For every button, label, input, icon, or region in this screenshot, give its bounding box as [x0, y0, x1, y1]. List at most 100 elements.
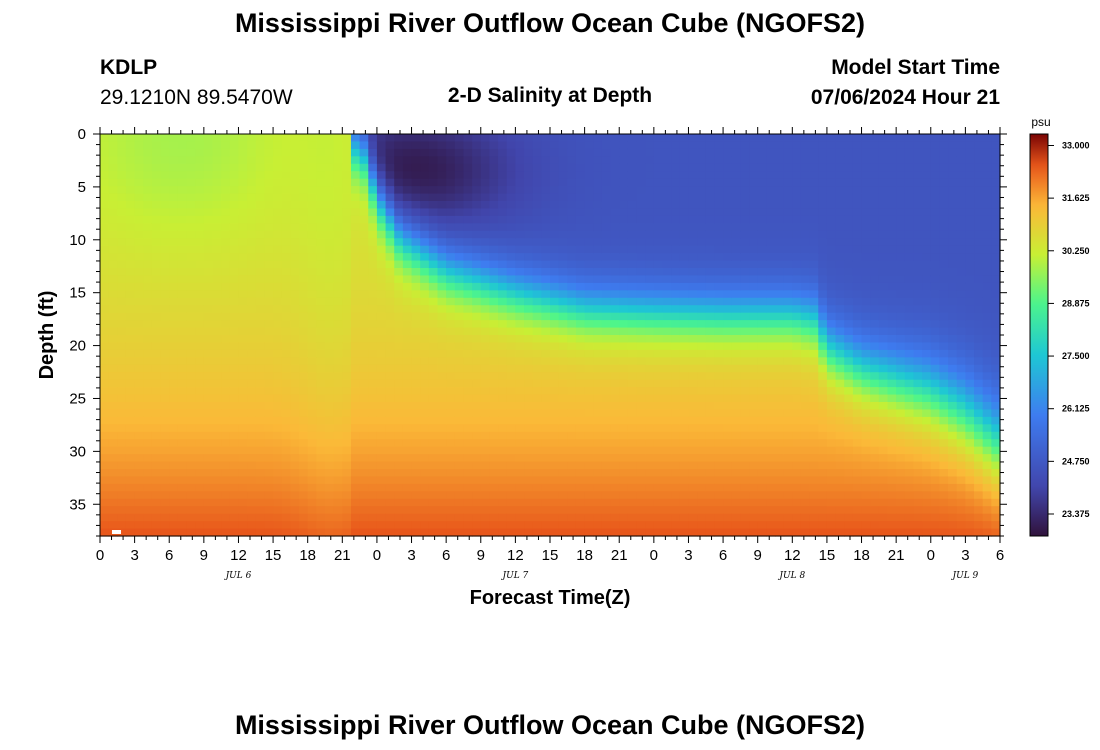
heatmap-cell — [229, 297, 240, 306]
heatmap-cell — [273, 215, 283, 224]
heatmap-cell — [125, 335, 136, 344]
heatmap-cell — [454, 268, 465, 277]
heatmap-cell — [671, 402, 681, 411]
heatmap-cell — [134, 305, 144, 314]
heatmap-cell — [394, 141, 404, 150]
heatmap-cell — [723, 163, 733, 172]
heatmap-cell — [818, 193, 828, 202]
heatmap-cell — [342, 156, 352, 165]
heatmap-cell — [800, 521, 811, 530]
heatmap-cell — [550, 297, 560, 306]
heatmap-cell — [342, 461, 352, 470]
heatmap-cell — [376, 230, 387, 239]
heatmap-cell — [385, 402, 395, 411]
heatmap-cell — [290, 409, 300, 418]
heatmap-cell — [100, 245, 110, 254]
heatmap-cell — [627, 312, 638, 321]
heatmap-cell — [740, 171, 750, 180]
heatmap-cell — [342, 506, 352, 515]
heatmap-cell — [229, 215, 240, 224]
heatmap-cell — [333, 156, 343, 165]
heatmap-cell — [463, 335, 473, 344]
heatmap-cell — [697, 238, 707, 247]
heatmap-cell — [584, 379, 594, 388]
heatmap-cell — [515, 297, 525, 306]
heatmap-cell — [402, 208, 413, 217]
heatmap-cell — [524, 305, 534, 314]
heatmap-cell — [489, 446, 499, 455]
heatmap-cell — [333, 238, 343, 247]
heatmap-cell — [281, 141, 291, 150]
heatmap-cell — [177, 342, 188, 351]
heatmap-cell — [238, 357, 248, 366]
heatmap-cell — [299, 201, 309, 210]
heatmap-cell — [584, 312, 594, 321]
heatmap-cell — [766, 424, 776, 433]
heatmap-cell — [454, 431, 465, 440]
heatmap-cell — [221, 327, 231, 336]
heatmap-cell — [385, 134, 395, 143]
heatmap-cell — [558, 305, 568, 314]
heatmap-cell — [420, 342, 430, 351]
heatmap-cell — [575, 409, 586, 418]
heatmap-cell — [636, 416, 646, 425]
heatmap-cell — [697, 439, 707, 448]
heatmap-cell — [653, 312, 664, 321]
heatmap-cell — [740, 491, 750, 500]
heatmap-cell — [844, 372, 854, 381]
heatmap-cell — [125, 402, 136, 411]
heatmap-cell — [662, 491, 672, 500]
heatmap-cell — [506, 506, 516, 515]
heatmap-cell — [524, 446, 534, 455]
heatmap-cell — [567, 134, 577, 143]
heatmap-cell — [835, 498, 845, 507]
heatmap-cell — [273, 141, 283, 150]
heatmap-cell — [775, 238, 785, 247]
heatmap-cell — [472, 215, 482, 224]
heatmap-cell — [498, 476, 508, 485]
heatmap-cell — [679, 469, 690, 478]
heatmap-cell — [411, 215, 421, 224]
heatmap-cell — [160, 446, 170, 455]
heatmap-cell — [125, 193, 136, 202]
heatmap-cell — [134, 230, 144, 239]
heatmap-cell — [238, 282, 248, 291]
heatmap-cell — [498, 461, 508, 470]
heatmap-cell — [705, 513, 716, 522]
heatmap-cell — [506, 253, 516, 262]
heatmap-cell — [800, 201, 811, 210]
heatmap-cell — [307, 141, 317, 150]
heatmap-cell — [385, 223, 395, 232]
heatmap-cell — [359, 268, 369, 277]
heatmap-cell — [247, 208, 257, 217]
heatmap-cell — [800, 342, 811, 351]
heatmap-cell — [766, 134, 776, 143]
heatmap-cell — [541, 238, 551, 247]
heatmap-cell — [203, 416, 214, 425]
heatmap-cell — [852, 402, 863, 411]
heatmap-cell — [264, 208, 274, 217]
heatmap-cell — [134, 297, 144, 306]
heatmap-cell — [307, 312, 317, 321]
heatmap-cell — [792, 171, 802, 180]
heatmap-cell — [281, 260, 291, 269]
heatmap-cell — [679, 186, 690, 195]
heatmap-cell — [818, 156, 828, 165]
heatmap-cell — [792, 394, 802, 403]
heatmap-cell — [636, 238, 646, 247]
heatmap-cell — [809, 186, 819, 195]
heatmap-cell — [645, 335, 655, 344]
heatmap-cell — [238, 506, 248, 515]
heatmap-cell — [255, 223, 266, 232]
heatmap-cell — [524, 424, 534, 433]
heatmap-cell — [480, 230, 491, 239]
heatmap-cell — [783, 469, 793, 478]
heatmap-cell — [307, 342, 317, 351]
heatmap-cell — [290, 446, 300, 455]
heatmap-cell — [627, 230, 638, 239]
heatmap-cell — [809, 223, 819, 232]
heatmap-cell — [610, 476, 620, 485]
heatmap-cell — [524, 394, 534, 403]
heatmap-cell — [489, 483, 499, 492]
heatmap-cell — [749, 186, 759, 195]
